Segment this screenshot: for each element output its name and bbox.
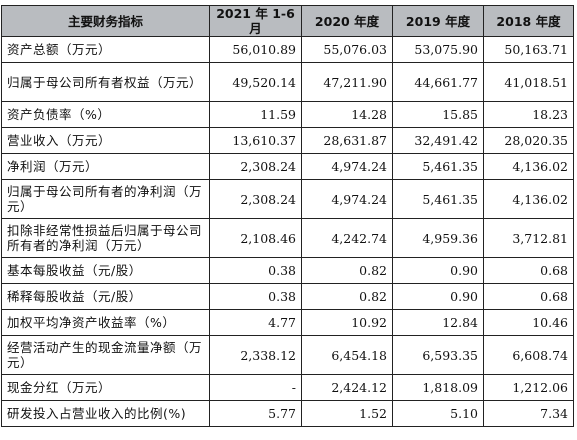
cell-value: 56,010.89 [209, 36, 302, 63]
row-label: 归属于母公司所有者权益（万元） [1, 62, 210, 102]
table-row: 资产负债率（%） 11.59 14.28 15.85 18.23 [1, 101, 574, 128]
row-label: 加权平均净资产收益率（%） [1, 309, 210, 336]
table-row: 扣除非经常性损益后归属于母公司所有者的净利润（万元） 2,108.46 4,24… [1, 218, 574, 258]
header-period-2019: 2019 年度 [392, 5, 484, 37]
cell-value: 0.68 [483, 257, 574, 284]
cell-value: 7.34 [483, 400, 574, 427]
cell-value: 2,108.46 [209, 218, 302, 258]
row-label: 营业收入（万元） [1, 127, 210, 154]
cell-value: 2,424.12 [301, 374, 393, 401]
cell-value: 2,308.24 [209, 153, 302, 180]
table-row: 现金分红（万元） - 2,424.12 1,818.09 1,212.06 [1, 374, 574, 401]
cell-value: 4,136.02 [483, 179, 574, 219]
cell-value: 4,974.24 [301, 179, 393, 219]
cell-value: 4,136.02 [483, 153, 574, 180]
cell-value: - [209, 374, 302, 401]
cell-value: 50,163.71 [483, 36, 574, 63]
table-row: 归属于母公司所有者权益（万元） 49,520.14 47,211.90 44,6… [1, 62, 574, 102]
cell-value: 0.38 [209, 283, 302, 310]
table-row: 基本每股收益（元/股） 0.38 0.82 0.90 0.68 [1, 257, 574, 284]
row-label: 扣除非经常性损益后归属于母公司所有者的净利润（万元） [1, 218, 210, 258]
cell-value: 3,712.81 [483, 218, 574, 258]
table-row: 净利润（万元） 2,308.24 4,974.24 5,461.35 4,136… [1, 153, 574, 180]
cell-value: 28,631.87 [301, 127, 393, 154]
cell-value: 5.77 [209, 400, 302, 427]
header-period-2021h1: 2021 年 1-6 月 [209, 5, 302, 37]
cell-value: 5.10 [392, 400, 484, 427]
table-row: 研发投入占营业收入的比例(%) 5.77 1.52 5.10 7.34 [1, 400, 574, 427]
cell-value: 4,959.36 [392, 218, 484, 258]
cell-value: 14.28 [301, 101, 393, 128]
cell-value: 32,491.42 [392, 127, 484, 154]
row-label: 基本每股收益（元/股） [1, 257, 210, 284]
cell-value: 2,308.24 [209, 179, 302, 219]
header-row: 主要财务指标 2021 年 1-6 月 2020 年度 2019 年度 2018… [1, 5, 574, 37]
row-label: 净利润（万元） [1, 153, 210, 180]
table-row: 营业收入（万元） 13,610.37 28,631.87 32,491.42 2… [1, 127, 574, 154]
cell-value: 44,661.77 [392, 62, 484, 102]
cell-value: 6,454.18 [301, 335, 393, 375]
cell-value: 6,593.35 [392, 335, 484, 375]
cell-value: 0.82 [301, 283, 393, 310]
cell-value: 10.46 [483, 309, 574, 336]
financial-indicators-table: 主要财务指标 2021 年 1-6 月 2020 年度 2019 年度 2018… [1, 5, 574, 427]
row-label: 资产负债率（%） [1, 101, 210, 128]
cell-value: 0.82 [301, 257, 393, 284]
cell-value: 53,075.90 [392, 36, 484, 63]
cell-value: 49,520.14 [209, 62, 302, 102]
cell-value: 55,076.03 [301, 36, 393, 63]
cell-value: 5,461.35 [392, 179, 484, 219]
cell-value: 41,018.51 [483, 62, 574, 102]
row-label: 经营活动产生的现金流量净额（万元） [1, 335, 210, 375]
cell-value: 0.90 [392, 283, 484, 310]
cell-value: 6,608.74 [483, 335, 574, 375]
row-label: 研发投入占营业收入的比例(%) [1, 400, 210, 427]
row-label: 现金分红（万元） [1, 374, 210, 401]
table-row: 加权平均净资产收益率（%） 4.77 10.92 12.84 10.46 [1, 309, 574, 336]
cell-value: 4.77 [209, 309, 302, 336]
header-indicator: 主要财务指标 [1, 5, 210, 37]
cell-value: 47,211.90 [301, 62, 393, 102]
cell-value: 11.59 [209, 101, 302, 128]
cell-value: 1.52 [301, 400, 393, 427]
cell-value: 2,338.12 [209, 335, 302, 375]
cell-value: 1,818.09 [392, 374, 484, 401]
row-label: 资产总额（万元） [1, 36, 210, 63]
table-row: 经营活动产生的现金流量净额（万元） 2,338.12 6,454.18 6,59… [1, 335, 574, 375]
header-period-2018: 2018 年度 [483, 5, 574, 37]
cell-value: 0.90 [392, 257, 484, 284]
cell-value: 28,020.35 [483, 127, 574, 154]
cell-value: 15.85 [392, 101, 484, 128]
table-row: 资产总额（万元） 56,010.89 55,076.03 53,075.90 5… [1, 36, 574, 63]
cell-value: 12.84 [392, 309, 484, 336]
row-label: 归属于母公司所有者的净利润（万元） [1, 179, 210, 219]
cell-value: 1,212.06 [483, 374, 574, 401]
cell-value: 18.23 [483, 101, 574, 128]
table-row: 归属于母公司所有者的净利润（万元） 2,308.24 4,974.24 5,46… [1, 179, 574, 219]
cell-value: 0.68 [483, 283, 574, 310]
cell-value: 4,974.24 [301, 153, 393, 180]
cell-value: 0.38 [209, 257, 302, 284]
header-period-2020: 2020 年度 [301, 5, 393, 37]
row-label: 稀释每股收益（元/股） [1, 283, 210, 310]
cell-value: 4,242.74 [301, 218, 393, 258]
cell-value: 13,610.37 [209, 127, 302, 154]
table-row: 稀释每股收益（元/股） 0.38 0.82 0.90 0.68 [1, 283, 574, 310]
cell-value: 10.92 [301, 309, 393, 336]
cell-value: 5,461.35 [392, 153, 484, 180]
